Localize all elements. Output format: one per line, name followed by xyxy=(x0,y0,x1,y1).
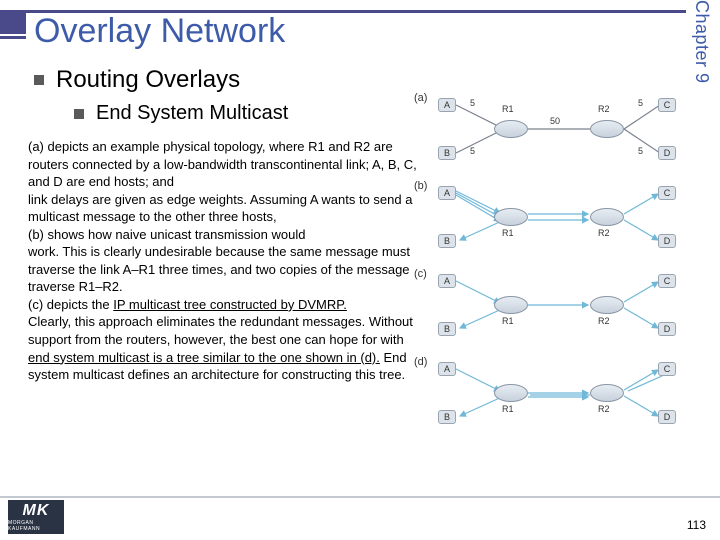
router-label: R1 xyxy=(502,404,514,414)
bullet-2-text: End System Multicast xyxy=(96,102,288,125)
router-node xyxy=(590,384,624,402)
square-bullet-icon xyxy=(74,109,84,119)
router-label: R2 xyxy=(598,104,610,114)
host-node: D xyxy=(658,410,676,424)
router-node xyxy=(590,296,624,314)
panel-label: (c) xyxy=(414,268,427,280)
bullet-level-1: Routing Overlays xyxy=(34,66,240,94)
body-underline: end system multicast is a tree similar t… xyxy=(28,350,380,365)
host-node: B xyxy=(438,410,456,424)
body-line: (a) depicts an example physical topology… xyxy=(28,139,417,189)
square-bullet-icon xyxy=(34,75,44,85)
router-label: R2 xyxy=(598,404,610,414)
router-label: R2 xyxy=(598,316,610,326)
edges-svg xyxy=(432,354,684,436)
topology-diagrams: (a) A B C D R1 R2 5 5 50 5 5 (b) xyxy=(432,90,684,442)
host-node: C xyxy=(658,362,676,376)
page-number: 113 xyxy=(687,518,706,532)
body-line: link delays are given as edge weights. A… xyxy=(28,192,412,225)
publisher-logo: MK MORGAN KAUFMANN xyxy=(8,500,64,534)
edges-svg xyxy=(432,266,684,348)
host-node: B xyxy=(438,146,456,160)
body-line: (b) shows how naive unicast transmission… xyxy=(28,227,305,242)
body-line: work. This is clearly undesirable becaus… xyxy=(28,244,410,294)
logo-sub: MORGAN KAUFMANN xyxy=(8,520,64,532)
slide-title: Overlay Network xyxy=(34,12,285,51)
diagram-panel-d: (d) A B C D R1 R2 xyxy=(432,354,684,436)
host-node: A xyxy=(438,186,456,200)
host-node: B xyxy=(438,322,456,336)
body-line: (c) depicts the xyxy=(28,297,113,312)
diagram-panel-c: (c) A B C D R1 R2 xyxy=(432,266,684,348)
body-line: Clearly, this approach eliminates the re… xyxy=(28,314,413,347)
router-node xyxy=(494,120,528,138)
router-node xyxy=(494,384,528,402)
chapter-label: Chapter 9 xyxy=(691,0,712,84)
router-node xyxy=(494,208,528,226)
router-label: R1 xyxy=(502,228,514,238)
host-node: B xyxy=(438,234,456,248)
body-paragraph: (a) depicts an example physical topology… xyxy=(28,138,428,384)
edges-svg xyxy=(432,178,684,260)
host-node: D xyxy=(658,322,676,336)
host-node: C xyxy=(658,98,676,112)
edge-weight: 5 xyxy=(470,146,475,156)
panel-label: (d) xyxy=(414,356,427,368)
diagram-panel-b: (b) A B C D R1 R2 xyxy=(432,178,684,260)
edge-weight: 5 xyxy=(638,98,643,108)
host-node: C xyxy=(658,186,676,200)
logo-mk: MK xyxy=(23,502,50,520)
host-node: A xyxy=(438,362,456,376)
body-underline: IP multicast tree constructed by DVMRP. xyxy=(113,297,347,312)
router-label: R1 xyxy=(502,316,514,326)
edge-weight: 50 xyxy=(550,116,560,126)
host-node: D xyxy=(658,146,676,160)
router-node xyxy=(590,208,624,226)
bullet-level-2: End System Multicast xyxy=(74,102,288,125)
host-node: C xyxy=(658,274,676,288)
diagram-panel-a: (a) A B C D R1 R2 5 5 50 5 5 xyxy=(432,90,684,172)
router-node xyxy=(590,120,624,138)
panel-label: (a) xyxy=(414,92,427,104)
panel-label: (b) xyxy=(414,180,427,192)
router-label: R2 xyxy=(598,228,610,238)
edge-weight: 5 xyxy=(638,146,643,156)
router-label: R1 xyxy=(502,104,514,114)
host-node: D xyxy=(658,234,676,248)
router-node xyxy=(494,296,528,314)
edge-weight: 5 xyxy=(470,98,475,108)
host-node: A xyxy=(438,98,456,112)
bullet-1-text: Routing Overlays xyxy=(56,66,240,94)
footer-rule xyxy=(0,496,720,498)
host-node: A xyxy=(438,274,456,288)
